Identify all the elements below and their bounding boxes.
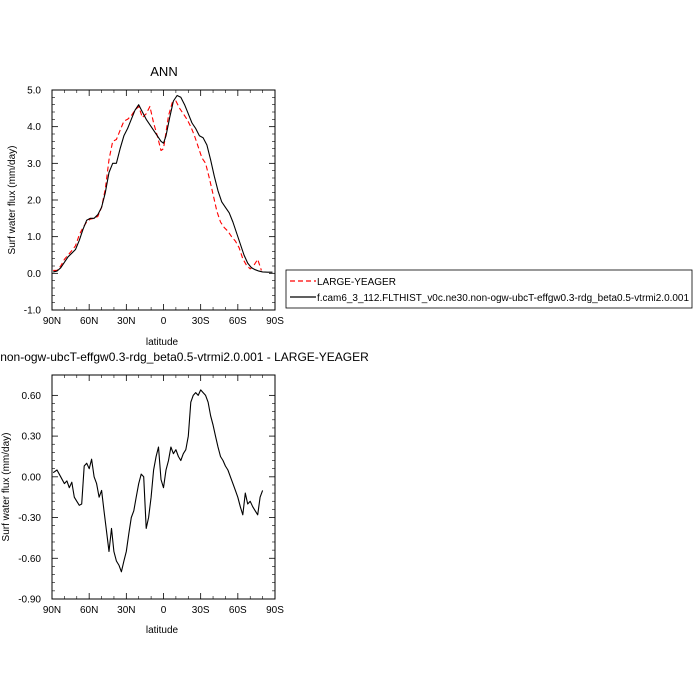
- top-x-tick-label: 0: [161, 316, 167, 327]
- bottom-y-tick-label: -0.90: [18, 595, 41, 606]
- top-y-tick-label: 2.0: [27, 196, 41, 207]
- top-y-tick-label: 4.0: [27, 122, 41, 133]
- bottom-x-tick-label: 90S: [266, 605, 284, 616]
- top-x-tick-label: 60S: [229, 316, 247, 327]
- bottom-y-tick-label: -0.60: [18, 554, 41, 565]
- legend-label-model: f.cam6_3_112.FLTHIST_v0c.ne30.non-ogw-ub…: [317, 293, 689, 304]
- bottom-x-tick-label: 60N: [80, 605, 98, 616]
- top-plot-marks: 90N 60N 30N 0 30S 60S 90S -1.0 0.0 1.0 2.0 3.0 4.0 5.…: [24, 86, 284, 328]
- bottom-panel: f.cam6_3_112.FLTHIST_v0c.ne30.non-ogw-ub…: [0, 350, 369, 636]
- top-x-tick-label: 30S: [192, 316, 210, 327]
- top-legend-box: [285, 269, 693, 309]
- top-legend: LARGE-YEAGER f.cam6_3_112.FLTHIST_v0c.ne…: [285, 269, 693, 309]
- top-title: ANN: [150, 64, 177, 79]
- top-panel: ANN 90N 60N 30N 0 30S 60S 90S -1.0 0.0 1.0 2.0 3.0 4…: [7, 64, 693, 348]
- top-plot-frame: [51, 89, 276, 311]
- top-y-tick-label: 3.0: [27, 159, 41, 170]
- bottom-y-tick-label: 0.60: [22, 391, 42, 402]
- bottom-x-tick-label: 30N: [117, 605, 135, 616]
- bottom-plot-frame: [51, 374, 276, 600]
- bottom-y-axis-label: Surf water flux (mm/day): [1, 433, 12, 542]
- top-y-tick-label: 0.0: [27, 269, 41, 280]
- bottom-series-line-0: [52, 389, 264, 573]
- top-x-tick-label: 90N: [43, 316, 61, 327]
- top-x-axis-label: latitude: [146, 337, 179, 348]
- top-series-line-0: [53, 100, 262, 271]
- top-y-tick-label: 1.0: [27, 232, 41, 243]
- top-x-tick-label: 60N: [80, 316, 98, 327]
- bottom-x-tick-label: 60S: [229, 605, 247, 616]
- top-x-tick-label: 90S: [266, 316, 284, 327]
- bottom-x-tick-label: 90N: [43, 605, 61, 616]
- bottom-x-axis-label: latitude: [146, 625, 179, 636]
- bottom-x-tick-label: 30S: [192, 605, 210, 616]
- bottom-y-tick-label: 0.30: [22, 432, 42, 443]
- legend-label-large-yeager: LARGE-YEAGER: [317, 277, 396, 288]
- bottom-y-tick-label: -0.30: [18, 513, 41, 524]
- bottom-title: f.cam6_3_112.FLTHIST_v0c.ne30.non-ogw-ub…: [0, 350, 369, 364]
- top-x-tick-label: 30N: [117, 316, 135, 327]
- bottom-x-tick-label: 0: [161, 605, 167, 616]
- top-y-tick-label: 5.0: [27, 86, 41, 97]
- bottom-y-tick-label: 0.00: [22, 472, 42, 483]
- top-y-axis-label: Surf water flux (mm/day): [7, 146, 18, 255]
- top-y-tick-label: -1.0: [24, 306, 42, 317]
- top-series-line-1: [53, 94, 273, 273]
